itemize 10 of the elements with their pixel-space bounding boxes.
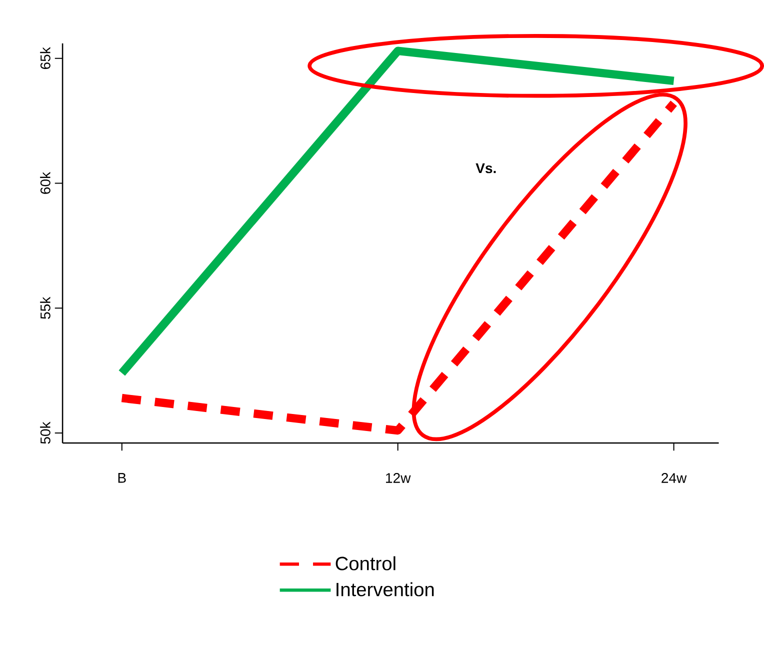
y-tick-label: 60k bbox=[40, 172, 50, 194]
y-tick-label: 65k bbox=[40, 46, 50, 69]
annotation: Vs. bbox=[476, 163, 496, 174]
x-tick-label: 12w bbox=[386, 472, 411, 483]
legend-label: Control bbox=[336, 556, 396, 570]
y-tick-label: 50k bbox=[40, 422, 50, 444]
x-tick-label: 24w bbox=[662, 472, 687, 483]
x-tick-label: B bbox=[118, 472, 126, 483]
y-tick-label: 55k bbox=[40, 296, 50, 319]
legend-label: Intervention bbox=[336, 582, 434, 596]
